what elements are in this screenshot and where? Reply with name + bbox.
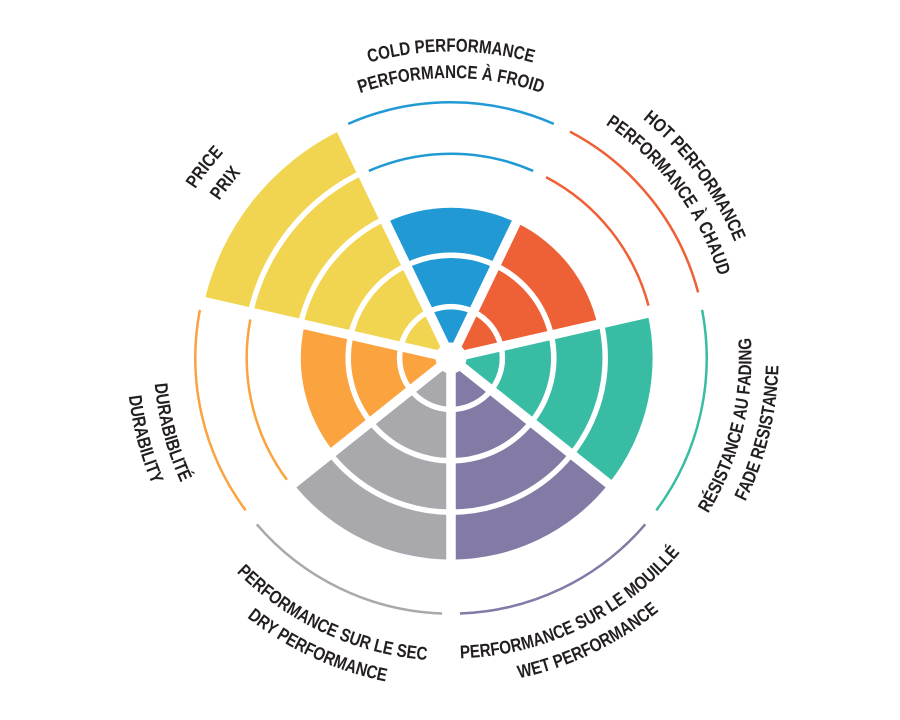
- svg-text:W: W: [515, 659, 534, 683]
- svg-text:B: B: [133, 435, 156, 451]
- svg-text:L: L: [388, 40, 401, 62]
- svg-text:M: M: [478, 36, 493, 58]
- svg-text:I: I: [160, 433, 181, 443]
- svg-text:C: C: [761, 374, 782, 386]
- svg-text:R: R: [375, 69, 391, 92]
- svg-text:U: U: [151, 392, 173, 406]
- svg-text:A: A: [729, 407, 751, 422]
- svg-text:C: C: [416, 643, 429, 665]
- svg-text:F: F: [489, 638, 501, 660]
- svg-text:A: A: [155, 413, 178, 428]
- svg-text:M: M: [519, 631, 537, 654]
- svg-text:N: N: [735, 350, 756, 361]
- svg-text:R: R: [479, 640, 492, 662]
- svg-text:C: C: [456, 62, 468, 83]
- svg-text:E: E: [424, 35, 435, 56]
- svg-text:I: I: [140, 457, 161, 468]
- svg-text:D: D: [150, 382, 172, 395]
- svg-text:O: O: [376, 41, 392, 64]
- svg-text:F: F: [496, 66, 509, 88]
- svg-text:D: D: [398, 38, 412, 60]
- svg-text:P: P: [460, 642, 471, 663]
- svg-text:C: C: [723, 430, 746, 446]
- svg-text:R: R: [467, 36, 479, 58]
- svg-text:E: E: [469, 641, 481, 663]
- svg-text:O: O: [396, 65, 411, 87]
- svg-text:F: F: [387, 67, 400, 89]
- svg-text:R: R: [409, 63, 422, 85]
- svg-text:P: P: [414, 36, 426, 58]
- svg-text:B: B: [157, 423, 180, 439]
- svg-text:N: N: [760, 385, 782, 398]
- svg-text:D: D: [124, 394, 146, 408]
- svg-text:E: E: [522, 44, 537, 67]
- svg-text:C: C: [512, 42, 527, 65]
- svg-text:S: S: [395, 640, 408, 662]
- svg-text:F: F: [733, 384, 755, 395]
- svg-text:T: T: [757, 404, 779, 417]
- svg-text:U: U: [126, 404, 148, 418]
- svg-text:S: S: [752, 426, 775, 441]
- svg-text:E: E: [762, 365, 783, 376]
- svg-text:C: C: [364, 661, 380, 684]
- svg-text:U: U: [731, 397, 753, 411]
- svg-text:A: A: [130, 425, 153, 441]
- svg-text:R: R: [153, 403, 175, 417]
- svg-text:A: A: [490, 38, 504, 60]
- svg-text:I: I: [168, 455, 189, 466]
- svg-text:E: E: [375, 663, 389, 685]
- svg-text:N: N: [501, 40, 516, 62]
- svg-text:M: M: [420, 62, 434, 84]
- svg-text:N: N: [445, 62, 456, 83]
- svg-text:A: A: [759, 395, 781, 409]
- svg-text:A: A: [734, 374, 756, 386]
- svg-text:R: R: [128, 415, 151, 430]
- svg-text:S: S: [755, 413, 777, 427]
- svg-text:I: I: [735, 360, 756, 365]
- svg-text:R: R: [505, 67, 520, 90]
- svg-text:O: O: [515, 70, 532, 93]
- svg-text:O: O: [498, 636, 513, 659]
- svg-text:E: E: [381, 637, 395, 659]
- svg-text:A: A: [433, 62, 445, 83]
- svg-text:R: R: [508, 634, 523, 657]
- svg-text:I: I: [136, 445, 157, 455]
- svg-text:C: C: [365, 44, 381, 67]
- svg-text:À: À: [481, 63, 495, 85]
- svg-text:R: R: [435, 35, 447, 56]
- svg-text:D: D: [735, 364, 756, 376]
- svg-text:E: E: [726, 420, 749, 435]
- svg-text:E: E: [467, 62, 479, 83]
- svg-text:I: I: [754, 423, 775, 432]
- svg-text:O: O: [455, 35, 468, 56]
- svg-text:F: F: [446, 35, 455, 56]
- svg-text:G: G: [734, 338, 755, 351]
- svg-text:I: I: [526, 73, 536, 94]
- svg-text:E: E: [405, 641, 418, 663]
